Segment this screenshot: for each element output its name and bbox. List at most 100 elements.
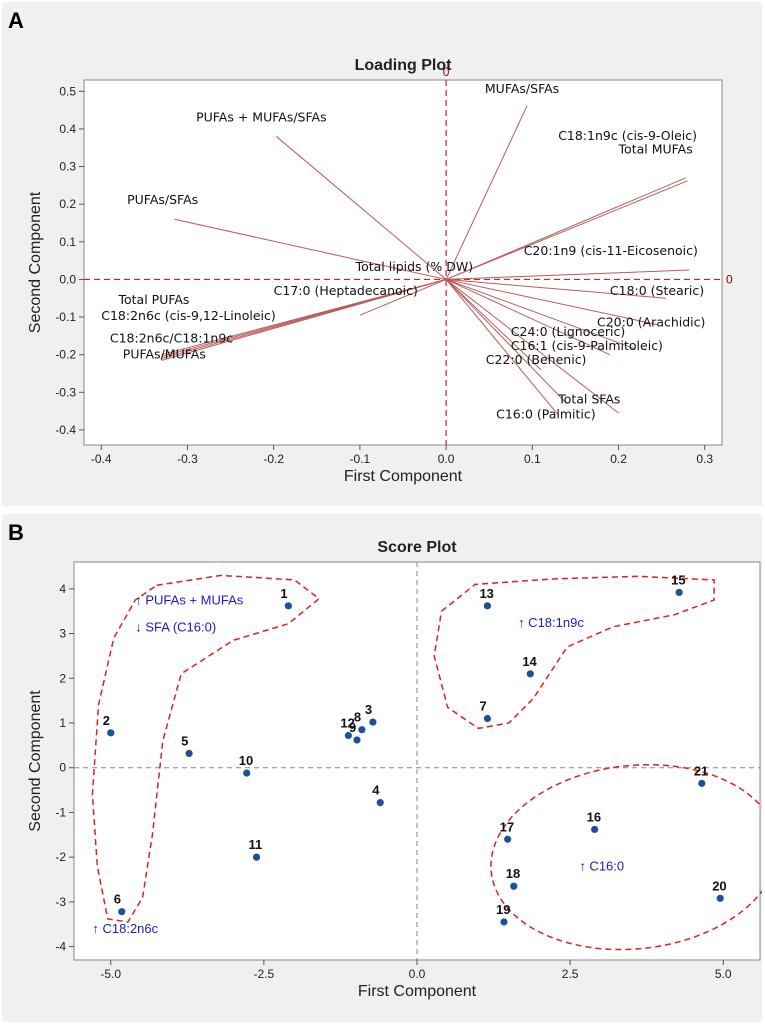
score-point-label: 6 [114,892,121,907]
loading-label: C20:1n9 (cis-11-Eicosenoic) [524,243,698,258]
score-y-tick-label: -2 [55,850,66,864]
score-point-label: 13 [479,586,493,601]
score-y-tick-label: 4 [59,582,66,596]
loading-y-tick-label: -0.2 [55,348,76,362]
loading-y-tick-label: 0.2 [59,197,76,211]
score-point [716,894,724,902]
loading-label: Total SFAs [557,392,620,407]
score-point-label: 4 [372,783,380,798]
score-cluster-ellipse-bottom-right [490,763,762,951]
score-point-label: 3 [365,702,372,717]
loading-vector [161,278,447,361]
score-x-tick-label: -5.0 [100,967,121,981]
score-point [185,749,193,757]
score-point [526,670,534,678]
panel-letter-a: A [8,8,24,33]
loading-vector [445,279,568,404]
score-point-label: 1 [280,586,287,601]
score-x-tick-label: 5.0 [715,967,732,981]
score-point [353,736,361,744]
loading-y-tick-label: -0.3 [55,385,76,399]
loading-y-tick-label: 0.4 [59,122,76,136]
loading-label: Total lipids (% DW) [355,259,474,274]
score-point-label: 20 [712,878,726,893]
score-point [698,779,706,787]
loading-label: C18:2n6c (cis-9,12-Linoleic) [101,308,275,323]
score-y-tick-label: -1 [55,805,66,819]
loading-vector [446,269,690,280]
loading-y-tick-label: -0.4 [55,423,76,437]
score-annotation: ↑ C18:1n9c [518,615,584,630]
loading-x-tick-label: -0.3 [177,452,198,466]
loading-plot: A Loading Plot First Component Second Comp… [8,8,733,485]
loading-label: C18:1n9c (cis-9-Oleic) [558,128,697,143]
score-point [591,825,599,834]
score-point-label: 5 [181,733,188,748]
loading-vector [445,279,619,414]
score-point-label: 16 [587,809,601,824]
loading-x-tick-label: -0.4 [91,452,112,466]
score-plot: B Score Plot First Component Second Compon… [8,520,762,1000]
loading-y-tick-label: 0.3 [59,160,76,174]
loading-vector [446,278,658,326]
score-cluster-ellipse-left [91,574,321,923]
loading-label: PUFAs/MUFAs [123,346,206,361]
score-title: Score Plot [377,539,457,556]
score-point [376,798,384,807]
score-point [243,769,251,777]
score-x-axis-title: First Component [358,983,477,1000]
loading-label: C17:0 (Heptadecanoic) [274,283,418,298]
panel-letter-b: B [8,520,24,545]
loading-vector [445,278,611,356]
score-point-label: 12 [340,716,354,731]
score-y-tick-label: 1 [59,716,66,730]
score-point [344,731,352,740]
score-y-tick-label: 2 [59,671,66,685]
score-point-label: 21 [694,763,708,778]
score-annotation: ↓ SFA (C16:0) [135,619,216,634]
loading-label: Total PUFAs [117,292,189,307]
score-point-label: 15 [671,572,685,587]
loading-label: MUFAs/SFAs [485,81,559,96]
loading-y-tick-label: 0.5 [59,84,76,98]
loading-vector [445,180,688,280]
score-point-label: 14 [522,654,537,669]
loading-vector [174,218,447,280]
score-point [284,602,292,610]
score-point-label: 11 [249,837,263,852]
loading-y-axis-title: Second Component [27,191,44,333]
loading-y-tick-label: -0.1 [55,310,76,324]
score-point [483,602,492,610]
score-annotation: ↑ C18:2n6c [92,921,158,936]
loading-x-axis-title: First Component [344,468,463,485]
loading-x-tick-label: -0.2 [263,452,284,466]
loading-reference-label-top: 0 [443,65,450,79]
loading-label: C18:0 (Stearic) [610,283,704,298]
score-y-axis-title: Second Component [27,690,44,832]
loading-label: C18:2n6c/C18:1n9c [110,331,233,346]
loading-label: C24:0 (Lignoceric) [511,324,626,339]
score-annotation: ↑ PUFAs + MUFAs [135,592,243,607]
score-x-tick-label: -2.5 [254,967,275,981]
loading-x-tick-label: 0.0 [438,452,455,466]
loading-x-tick-label: -0.1 [350,452,371,466]
score-point [500,918,508,926]
score-point-label: 9 [349,720,356,735]
score-point-label: 7 [479,699,486,714]
score-point-label: 19 [496,902,510,917]
score-x-tick-label: 2.5 [562,967,579,981]
loading-vector [446,278,667,299]
score-y-tick-label: 3 [59,627,66,641]
score-point [675,588,683,597]
loading-label: C20:0 (Arachidic) [597,314,705,329]
loading-label: Total MUFAs [618,141,693,156]
score-point [504,835,512,843]
score-y-tick-label: 0 [59,761,66,775]
score-point [118,908,126,916]
score-point [510,882,518,890]
loading-vector [445,105,528,280]
loading-label: C22:0 (Behenic) [486,352,587,367]
loading-vector [445,278,636,350]
score-point [369,718,377,726]
loading-label: C16:1 (cis-9-Palmitoleic) [511,338,663,353]
